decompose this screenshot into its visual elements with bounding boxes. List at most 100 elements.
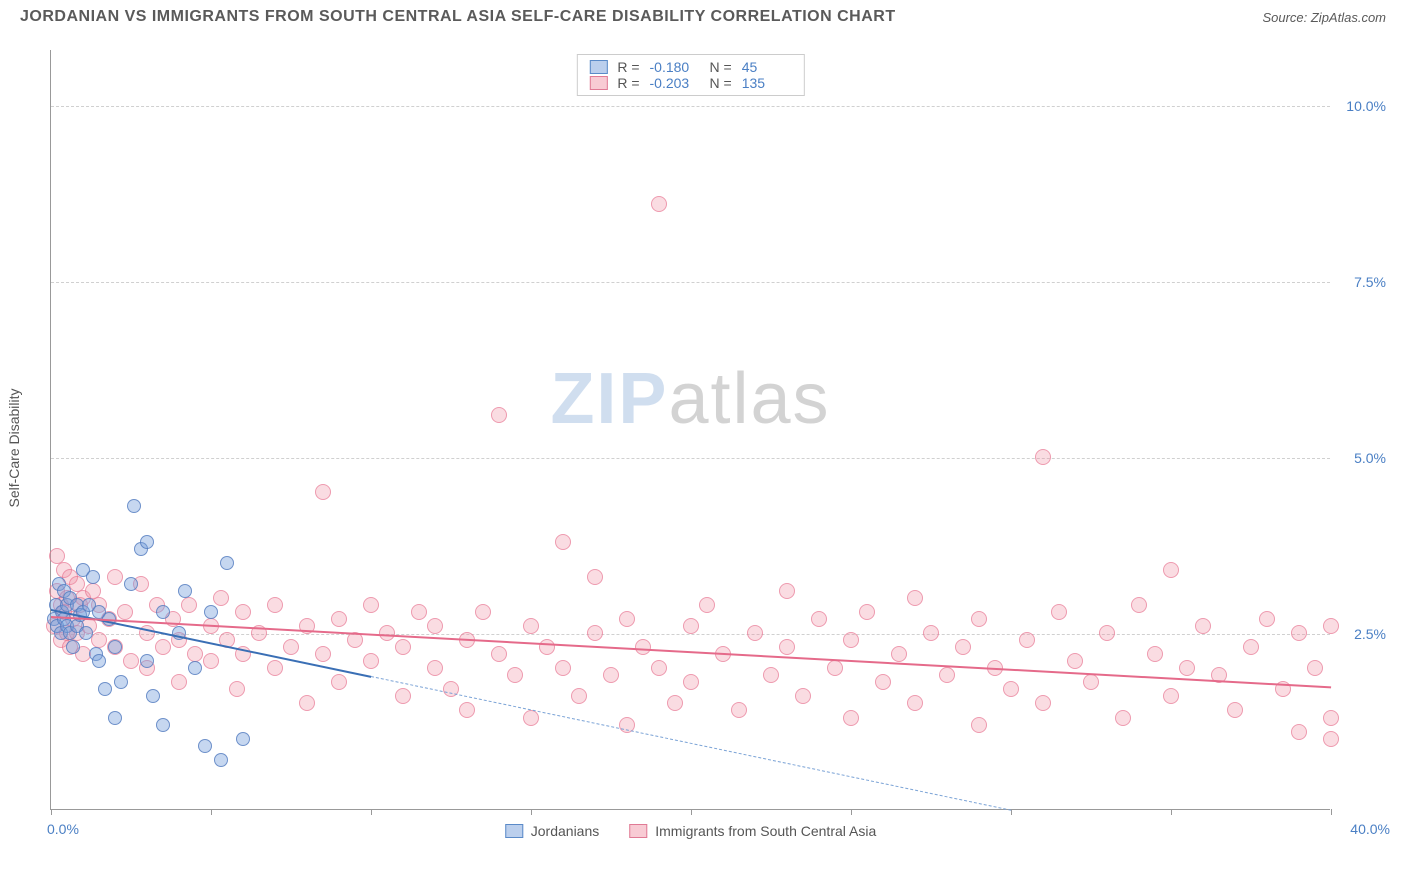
scatter-plot-area: ZIPatlas R = -0.180 N = 45 R = -0.203 N … — [50, 50, 1330, 810]
data-point — [555, 534, 571, 550]
watermark-zip: ZIP — [550, 359, 668, 439]
correlation-legend: R = -0.180 N = 45 R = -0.203 N = 135 — [576, 54, 804, 96]
data-point — [155, 639, 171, 655]
n-value-pink: 135 — [742, 75, 792, 91]
data-point — [907, 590, 923, 606]
data-point — [779, 583, 795, 599]
data-point — [779, 639, 795, 655]
data-point — [1115, 710, 1131, 726]
data-point — [1179, 660, 1195, 676]
x-tick — [1011, 809, 1012, 815]
legend-item-jordanians: Jordanians — [505, 823, 600, 839]
data-point — [683, 674, 699, 690]
data-point — [98, 682, 112, 696]
chart-container: Self-Care Disability ZIPatlas R = -0.180… — [50, 50, 1370, 830]
data-point — [363, 597, 379, 613]
data-point — [907, 695, 923, 711]
data-point — [603, 667, 619, 683]
y-tick-label: 10.0% — [1346, 98, 1386, 114]
data-point — [156, 718, 170, 732]
gridline — [51, 106, 1330, 107]
data-point — [1259, 611, 1275, 627]
data-point — [283, 639, 299, 655]
data-point — [236, 732, 250, 746]
data-point — [1147, 646, 1163, 662]
data-point — [220, 556, 234, 570]
gridline — [51, 634, 1330, 635]
data-point — [1035, 449, 1051, 465]
data-point — [66, 640, 80, 654]
data-point — [178, 584, 192, 598]
n-label: N = — [710, 59, 732, 75]
data-point — [140, 654, 154, 668]
data-point — [214, 753, 228, 767]
data-point — [124, 577, 138, 591]
data-point — [971, 717, 987, 733]
data-point — [939, 667, 955, 683]
data-point — [1307, 660, 1323, 676]
data-point — [1243, 639, 1259, 655]
data-point — [827, 660, 843, 676]
data-point — [747, 625, 763, 641]
data-point — [188, 661, 202, 675]
data-point — [459, 702, 475, 718]
data-point — [181, 597, 197, 613]
data-point — [123, 653, 139, 669]
data-point — [107, 569, 123, 585]
swatch-pink-icon — [629, 824, 647, 838]
data-point — [411, 604, 427, 620]
data-point — [331, 611, 347, 627]
data-point — [587, 625, 603, 641]
source-attribution: Source: ZipAtlas.com — [1262, 10, 1386, 25]
x-tick — [371, 809, 372, 815]
data-point — [1195, 618, 1211, 634]
data-point — [187, 646, 203, 662]
data-point — [491, 407, 507, 423]
data-point — [108, 711, 122, 725]
watermark: ZIPatlas — [550, 358, 830, 440]
gridline — [51, 458, 1330, 459]
data-point — [651, 196, 667, 212]
data-point — [1323, 618, 1339, 634]
data-point — [114, 675, 128, 689]
data-point — [427, 660, 443, 676]
data-point — [86, 570, 100, 584]
data-point — [843, 710, 859, 726]
n-label: N = — [710, 75, 732, 91]
r-value-blue: -0.180 — [650, 59, 700, 75]
data-point — [539, 639, 555, 655]
data-point — [507, 667, 523, 683]
data-point — [91, 632, 107, 648]
data-point — [651, 660, 667, 676]
legend-item-immigrants: Immigrants from South Central Asia — [629, 823, 876, 839]
data-point — [1291, 625, 1307, 641]
data-point — [955, 639, 971, 655]
data-point — [1067, 653, 1083, 669]
x-axis-origin-label: 0.0% — [47, 821, 79, 837]
watermark-atlas: atlas — [668, 359, 830, 439]
data-point — [875, 674, 891, 690]
y-tick-label: 7.5% — [1354, 274, 1386, 290]
data-point — [395, 688, 411, 704]
y-axis-label: Self-Care Disability — [6, 388, 22, 507]
data-point — [1035, 695, 1051, 711]
data-point — [156, 605, 170, 619]
data-point — [203, 653, 219, 669]
x-axis-max-label: 40.0% — [1350, 821, 1390, 837]
data-point — [108, 640, 122, 654]
data-point — [1131, 597, 1147, 613]
swatch-blue-icon — [589, 60, 607, 74]
data-point — [1163, 688, 1179, 704]
data-point — [204, 605, 218, 619]
data-point — [117, 604, 133, 620]
y-tick-label: 2.5% — [1354, 626, 1386, 642]
n-value-blue: 45 — [742, 59, 792, 75]
data-point — [923, 625, 939, 641]
data-point — [379, 625, 395, 641]
r-value-pink: -0.203 — [650, 75, 700, 91]
data-point — [523, 710, 539, 726]
data-point — [1163, 562, 1179, 578]
data-point — [635, 639, 651, 655]
x-tick — [531, 809, 532, 815]
data-point — [235, 604, 251, 620]
